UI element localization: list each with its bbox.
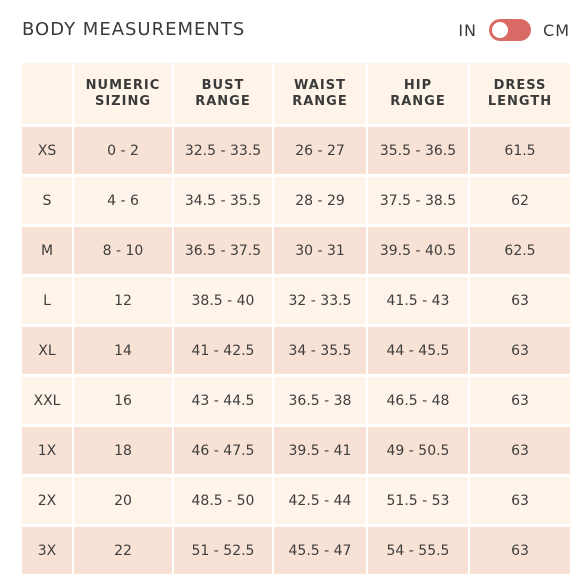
- table-cell: 32 - 33.5: [274, 277, 368, 327]
- table-cell: 46.5 - 48: [368, 377, 470, 427]
- table-cell: 41 - 42.5: [174, 327, 274, 377]
- table-cell: 22: [74, 527, 174, 577]
- table-cell: 39.5 - 40.5: [368, 227, 470, 277]
- table-cell: 28 - 29: [274, 177, 368, 227]
- column-header: DRESS LENGTH: [470, 63, 570, 127]
- table-cell: 18: [74, 427, 174, 477]
- column-header: HIP RANGE: [368, 63, 470, 127]
- size-label-cell: 2X: [22, 477, 74, 527]
- table-cell: 54 - 55.5: [368, 527, 470, 577]
- unit-label-cm: CM: [543, 20, 570, 40]
- table-cell: 14: [74, 327, 174, 377]
- table-cell: 26 - 27: [274, 127, 368, 177]
- size-label-cell: S: [22, 177, 74, 227]
- table-cell: 51 - 52.5: [174, 527, 274, 577]
- table-cell: 8 - 10: [74, 227, 174, 277]
- table-cell: 37.5 - 38.5: [368, 177, 470, 227]
- unit-label-in: IN: [458, 20, 478, 40]
- table-cell: 41.5 - 43: [368, 277, 470, 327]
- table-cell: 36.5 - 38: [274, 377, 368, 427]
- size-label-cell: 1X: [22, 427, 74, 477]
- table-cell: 34.5 - 35.5: [174, 177, 274, 227]
- size-label-cell: L: [22, 277, 74, 327]
- size-label-cell: XL: [22, 327, 74, 377]
- size-label-cell: XS: [22, 127, 74, 177]
- table-cell: 36.5 - 37.5: [174, 227, 274, 277]
- table-cell: 16: [74, 377, 174, 427]
- table-cell: 4 - 6: [74, 177, 174, 227]
- table-cell: 63: [470, 427, 570, 477]
- size-label-cell: 3X: [22, 527, 74, 577]
- column-header: BUST RANGE: [174, 63, 274, 127]
- table-cell: 0 - 2: [74, 127, 174, 177]
- table-cell: 42.5 - 44: [274, 477, 368, 527]
- table-cell: 34 - 35.5: [274, 327, 368, 377]
- table-cell: 43 - 44.5: [174, 377, 274, 427]
- table-cell: 35.5 - 36.5: [368, 127, 470, 177]
- unit-toggle: IN CM: [458, 17, 570, 43]
- unit-switch[interactable]: [489, 19, 532, 41]
- table-cell: 44 - 45.5: [368, 327, 470, 377]
- table-cell: 61.5: [470, 127, 570, 177]
- column-header: WAIST RANGE: [274, 63, 368, 127]
- size-label-cell: M: [22, 227, 74, 277]
- table-cell: 62: [470, 177, 570, 227]
- table-cell: 51.5 - 53: [368, 477, 470, 527]
- table-cell: 48.5 - 50: [174, 477, 274, 527]
- size-chart-table: NUMERIC SIZING BUST RANGE WAIST RANGE HIP R…: [22, 63, 570, 577]
- table-cell: 46 - 47.5: [174, 427, 274, 477]
- table-cell: 12: [74, 277, 174, 327]
- table-cell: 63: [470, 377, 570, 427]
- column-header: NUMERIC SIZING: [74, 63, 174, 127]
- table-cell: 63: [470, 527, 570, 577]
- page-title: BODY MEASUREMENTS: [22, 19, 246, 40]
- table-cell: 30 - 31: [274, 227, 368, 277]
- column-header: [22, 63, 74, 127]
- table-cell: 63: [470, 277, 570, 327]
- table-cell: 45.5 - 47: [274, 527, 368, 577]
- size-label-cell: XXL: [22, 377, 74, 427]
- table-cell: 39.5 - 41: [274, 427, 368, 477]
- table-cell: 32.5 - 33.5: [174, 127, 274, 177]
- table-cell: 49 - 50.5: [368, 427, 470, 477]
- table-cell: 38.5 - 40: [174, 277, 274, 327]
- table-cell: 63: [470, 327, 570, 377]
- table-cell: 63: [470, 477, 570, 527]
- table-cell: 20: [74, 477, 174, 527]
- switch-knob: [492, 22, 509, 38]
- table-cell: 62.5: [470, 227, 570, 277]
